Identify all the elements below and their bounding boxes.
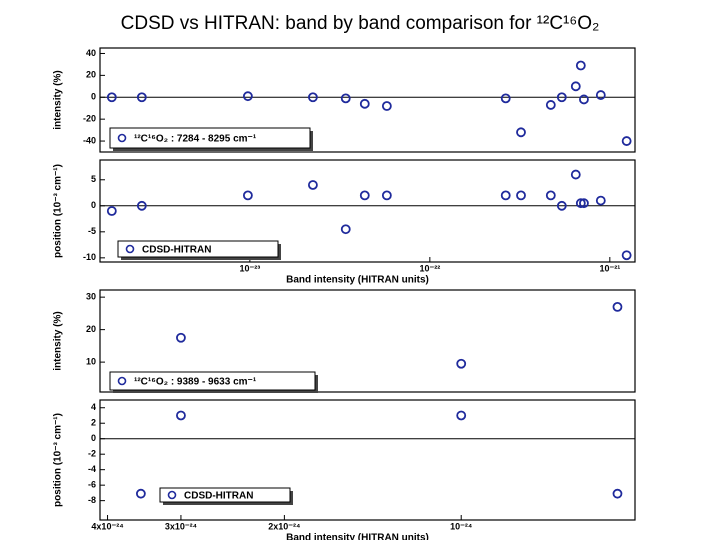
data-point [570, 81, 581, 92]
y-tick-label: 5 [91, 174, 96, 184]
y-tick-label: 10 [86, 356, 96, 366]
data-point [621, 250, 632, 261]
y-tick-label: -10 [83, 252, 96, 262]
y-tick-label: -40 [83, 135, 96, 145]
x-tick-label: 10⁻²⁴ [450, 521, 472, 531]
plot-frame [99, 47, 636, 153]
y-tick-label: -8 [88, 495, 96, 505]
data-point [176, 410, 186, 421]
data-point [340, 224, 351, 235]
y-tick-label: 30 [86, 292, 96, 302]
legend-text: CDSD-HITRAN [142, 245, 211, 256]
data-point [595, 195, 606, 206]
data-point [500, 190, 511, 201]
legend-text: ¹²C¹⁶O₂ : 7284 - 8295 cm⁻¹ [134, 134, 257, 145]
data-point [136, 92, 147, 103]
data-point [135, 488, 146, 499]
plot-frame [99, 399, 636, 521]
legend-box [109, 371, 316, 391]
data-point [340, 93, 351, 104]
x-axis-label: Band intensity (HITRAN units) [286, 275, 429, 286]
y-tick-label: -5 [88, 226, 96, 236]
data-point [575, 60, 586, 71]
plot-frame [99, 159, 636, 263]
y-tick-label: -4 [88, 464, 96, 474]
y-tick-label: -6 [88, 480, 96, 490]
data-point [359, 98, 370, 109]
y-axis-label: position (10⁻³ cm⁻¹) [53, 413, 64, 507]
legend-marker [125, 244, 135, 254]
x-tick-label: 3x10⁻²⁴ [165, 521, 197, 531]
y-tick-label: 0 [91, 92, 96, 102]
x-tick-label: 10⁻²¹ [599, 263, 620, 273]
data-point [242, 190, 253, 201]
y-tick-label: -20 [83, 114, 96, 124]
data-point [176, 332, 186, 343]
legend-box [117, 240, 279, 258]
y-tick-label: 4 [91, 402, 96, 412]
data-point [136, 200, 147, 211]
x-tick-label: 10⁻²² [419, 263, 440, 273]
data-point [575, 198, 586, 209]
data-point [242, 91, 253, 102]
x-axis-label: Band intensity (HITRAN units) [286, 533, 429, 540]
data-point [595, 90, 606, 100]
data-point [308, 92, 318, 103]
data-point [545, 100, 556, 110]
slide-title: CDSD vs HITRAN: band by band comparison … [121, 13, 600, 34]
data-point [106, 206, 117, 216]
data-point [579, 94, 589, 105]
data-point [570, 169, 581, 180]
data-point [556, 200, 567, 211]
data-point [612, 488, 623, 499]
y-tick-label: 2 [91, 418, 96, 428]
legend-box [109, 127, 311, 149]
data-point [621, 136, 632, 146]
y-axis-label: position (10⁻³ cm⁻¹) [53, 164, 64, 258]
data-point [516, 127, 526, 138]
data-point [381, 190, 392, 201]
x-tick-label: 10⁻²³ [239, 263, 260, 273]
x-tick-label: 2x10⁻²⁴ [268, 521, 300, 531]
legend-text: ¹²C¹⁶O₂ : 9389 - 9633 cm⁻¹ [134, 377, 257, 388]
y-axis-label: intensity (%) [53, 311, 64, 370]
data-point [516, 190, 526, 201]
data-point [308, 180, 318, 190]
plot-frame [99, 289, 636, 393]
data-point [556, 92, 567, 103]
y-tick-label: 0 [91, 200, 96, 210]
y-tick-label: 40 [86, 48, 96, 58]
data-point [612, 301, 623, 312]
data-point [500, 93, 511, 104]
legend-marker [117, 376, 127, 386]
y-tick-label: 0 [91, 433, 96, 443]
y-tick-label: 20 [86, 324, 96, 334]
y-tick-label: 20 [86, 70, 96, 80]
legend-box [159, 487, 291, 503]
data-point [106, 92, 117, 103]
legend-text: CDSD-HITRAN [184, 491, 253, 502]
data-point [579, 198, 589, 209]
data-point [381, 101, 392, 111]
data-point [456, 358, 467, 369]
legend-marker [117, 133, 127, 143]
x-tick-label: 4x10⁻²⁴ [91, 521, 123, 531]
data-point [456, 410, 467, 421]
data-point [359, 190, 370, 201]
y-tick-label: -2 [88, 449, 96, 459]
y-axis-label: intensity (%) [53, 70, 64, 129]
legend-marker [167, 490, 177, 500]
data-point [545, 190, 556, 201]
